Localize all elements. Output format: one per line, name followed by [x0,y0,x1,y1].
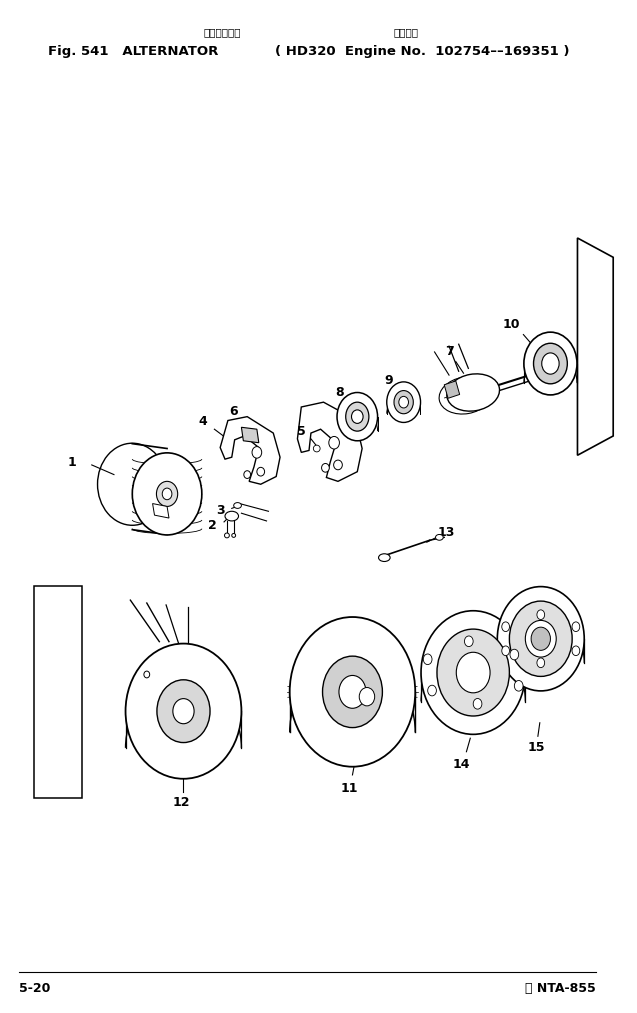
Ellipse shape [359,688,375,706]
Ellipse shape [290,617,415,767]
Ellipse shape [541,353,559,374]
Ellipse shape [534,343,568,384]
Ellipse shape [572,622,580,631]
Ellipse shape [232,534,236,537]
Ellipse shape [329,437,340,449]
Text: 2: 2 [208,520,217,532]
Text: 12: 12 [173,796,190,809]
Text: 1: 1 [68,456,77,469]
Text: ( HD320  Engine No.  102754––169351 ): ( HD320 Engine No. 102754––169351 ) [275,45,569,58]
Text: 7: 7 [445,345,454,359]
Ellipse shape [334,460,342,470]
Ellipse shape [502,646,510,655]
Text: 3: 3 [216,503,224,517]
Ellipse shape [322,464,329,472]
Text: 5: 5 [297,424,306,438]
Ellipse shape [132,453,202,535]
Ellipse shape [447,374,499,411]
Ellipse shape [510,649,519,659]
Ellipse shape [456,652,490,693]
Ellipse shape [157,680,210,743]
Polygon shape [297,402,362,481]
Ellipse shape [537,610,545,620]
Polygon shape [153,503,169,518]
Ellipse shape [473,699,482,709]
Text: 13: 13 [438,526,455,539]
Ellipse shape [427,685,436,696]
Polygon shape [241,427,259,443]
Ellipse shape [337,392,378,441]
Ellipse shape [399,396,408,408]
Polygon shape [34,586,82,798]
Ellipse shape [157,481,178,506]
Ellipse shape [313,445,320,452]
Ellipse shape [225,512,238,521]
Ellipse shape [144,671,150,678]
Ellipse shape [244,471,250,478]
Text: オルタネータ: オルタネータ [203,27,241,37]
Ellipse shape [526,620,556,657]
Ellipse shape [510,601,572,677]
Ellipse shape [173,699,194,723]
Text: 14: 14 [453,758,470,771]
Ellipse shape [387,382,420,422]
Ellipse shape [234,502,241,509]
Ellipse shape [352,410,363,423]
Ellipse shape [464,636,473,646]
Ellipse shape [531,627,550,650]
Text: 11: 11 [341,782,359,795]
Ellipse shape [252,447,262,458]
Ellipse shape [502,622,510,631]
Ellipse shape [322,656,382,727]
Ellipse shape [224,533,229,538]
Ellipse shape [537,658,545,668]
Ellipse shape [346,402,369,432]
Ellipse shape [436,535,443,540]
Ellipse shape [437,629,510,716]
Polygon shape [220,416,280,484]
Text: 5-20: 5-20 [19,982,51,995]
Text: 8: 8 [336,386,344,399]
Ellipse shape [162,488,172,499]
Ellipse shape [394,391,413,413]
Ellipse shape [257,467,264,476]
Ellipse shape [125,643,241,779]
Text: 10: 10 [503,318,520,331]
Text: 適用号機: 適用号機 [393,27,418,37]
Ellipse shape [424,654,432,665]
Ellipse shape [514,681,523,691]
Ellipse shape [339,676,366,708]
Text: Fig. 541   ALTERNATOR: Fig. 541 ALTERNATOR [48,45,218,58]
Text: 9: 9 [384,375,392,387]
Ellipse shape [421,611,526,734]
Text: 4: 4 [198,415,207,427]
Text: 6: 6 [229,405,238,418]
Text: 15: 15 [527,742,545,755]
Text: Ⓢ NTA-855: Ⓢ NTA-855 [525,982,596,995]
Polygon shape [578,238,613,455]
Ellipse shape [497,587,584,691]
Ellipse shape [524,332,577,395]
Polygon shape [444,381,460,398]
Ellipse shape [572,646,580,655]
Ellipse shape [378,554,390,561]
